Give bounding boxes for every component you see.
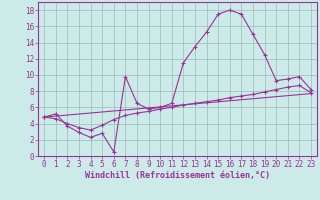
X-axis label: Windchill (Refroidissement éolien,°C): Windchill (Refroidissement éolien,°C): [85, 171, 270, 180]
